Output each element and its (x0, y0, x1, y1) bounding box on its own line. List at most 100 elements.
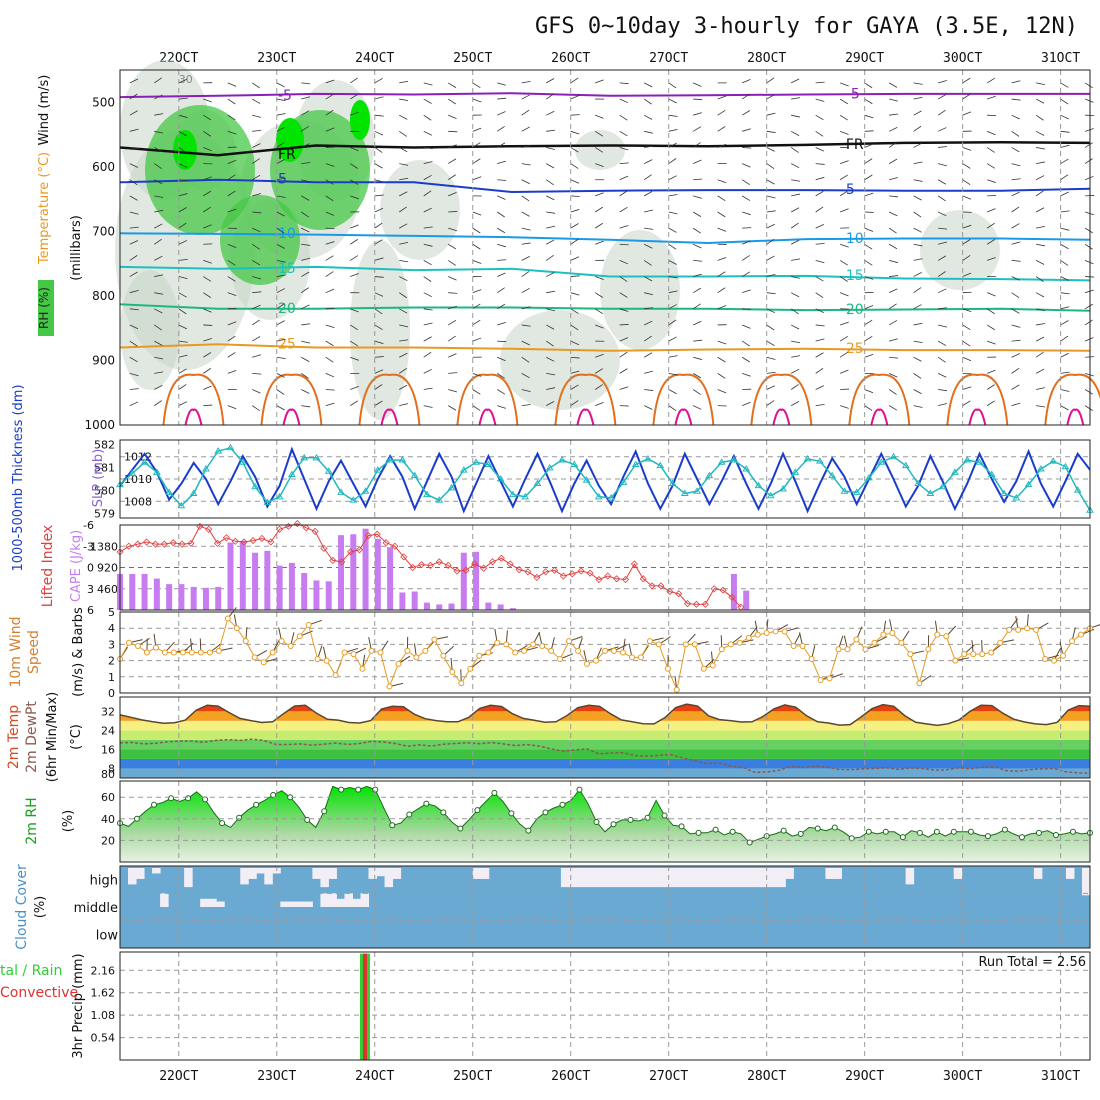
wind-barb (986, 179, 996, 183)
lifted-index-marker (151, 540, 160, 548)
slp-marker (545, 463, 554, 471)
lifted-tick-label: -6 (83, 519, 94, 532)
slp-marker (189, 489, 198, 496)
isotherm-label: -5 (278, 88, 292, 104)
wind-barb (766, 195, 776, 199)
wind-barb (227, 260, 236, 266)
wind-title-2: Speed (26, 630, 42, 674)
precip-tick-label: 0.54 (91, 1032, 116, 1045)
wind-barb (203, 337, 212, 342)
isotherm-label: 15 (278, 261, 296, 277)
wind-barb (668, 389, 677, 395)
wind-barb (497, 227, 506, 234)
wind-barb (154, 274, 164, 277)
wind-barb (1036, 82, 1046, 86)
wind-barb (301, 356, 310, 362)
isotherm-35-surface (1066, 408, 1085, 426)
wind-barb (619, 243, 629, 246)
slp-marker (693, 487, 701, 494)
wind-barb (864, 227, 874, 232)
slp-marker (300, 453, 309, 461)
wind-barb (374, 78, 383, 84)
wind-barb (521, 211, 530, 217)
wind-barb (350, 179, 359, 185)
isotherm-label: 15 (846, 268, 864, 284)
wind-barb (717, 271, 726, 277)
cloud-high-clear (745, 868, 754, 888)
wind-barb (497, 160, 506, 164)
wind-barb (742, 163, 751, 168)
rh-marker (236, 814, 243, 821)
wind-barb (178, 340, 188, 343)
wind-barb (888, 211, 898, 217)
slp-marker (791, 468, 800, 475)
cloud-high-clear (785, 868, 794, 879)
rh-marker (168, 795, 175, 802)
wind-barb (766, 210, 776, 213)
wind-barb (766, 130, 776, 133)
wind-barb (595, 353, 604, 358)
wind-barb (350, 255, 359, 261)
isotherm-30-surface (358, 373, 421, 426)
wind-barb (570, 114, 580, 116)
wind-barb (399, 147, 408, 153)
cloud-high-clear (560, 868, 570, 888)
cloud-high-clear (136, 868, 145, 879)
wind-barb (423, 292, 432, 298)
wind-speed-marker (431, 636, 438, 643)
wind-barb (668, 304, 677, 310)
cloud-high-clear (1065, 868, 1075, 879)
wind-barb (178, 401, 188, 406)
wind-barb (888, 127, 898, 132)
wind-barb (962, 356, 972, 362)
wind-speed-marker (152, 644, 159, 651)
wind-barb (521, 109, 530, 116)
wind-barb (1035, 190, 1044, 197)
wind-barb (252, 243, 260, 250)
rh-marker (865, 828, 872, 835)
wind-barb (668, 98, 677, 104)
lifted-index-marker (187, 539, 195, 547)
wind-barb (1084, 303, 1093, 310)
lifted-index-marker (391, 542, 399, 550)
wind-barb (839, 114, 848, 121)
wind-barb (276, 211, 285, 217)
slp-marker (668, 479, 677, 486)
wind-speed-marker (817, 677, 824, 684)
wind-barb (766, 400, 775, 406)
cloud-high-clear (777, 868, 786, 888)
slp-marker (423, 490, 431, 498)
wind-barb (717, 356, 726, 363)
wind-barb (374, 194, 384, 197)
wind-speed-marker (700, 665, 707, 672)
wind-barb (742, 289, 751, 294)
wind-barb (594, 130, 603, 137)
wind-barb (938, 227, 948, 230)
rh-marker (406, 811, 413, 818)
wind-barb (1060, 130, 1070, 133)
lifted-index-marker (692, 600, 701, 608)
wind-barb (1084, 128, 1094, 132)
wind-barb (913, 142, 922, 148)
wind-barb (692, 126, 702, 132)
wind-barb (423, 336, 432, 342)
wind-barb (864, 353, 874, 358)
wind-barb (521, 81, 531, 84)
rh-marker (831, 824, 838, 831)
wind-barb (325, 389, 335, 391)
wind-barb (668, 114, 678, 117)
cloud-high-clear (1081, 868, 1091, 896)
wind-barb (521, 179, 530, 185)
cloud-unit: (%) (33, 896, 48, 919)
wind-barb (521, 126, 530, 132)
wind-barb (1036, 405, 1046, 408)
wind-barb (399, 223, 408, 229)
isotherm-label: 10 (278, 226, 296, 242)
top-date-label: 28OCT (747, 51, 786, 66)
wind-barb (938, 324, 947, 328)
wind-barb (815, 190, 824, 197)
wind-barb (742, 401, 751, 407)
wind-barb (399, 80, 409, 84)
wind-barb (448, 260, 456, 266)
wind-barb (1036, 147, 1046, 150)
